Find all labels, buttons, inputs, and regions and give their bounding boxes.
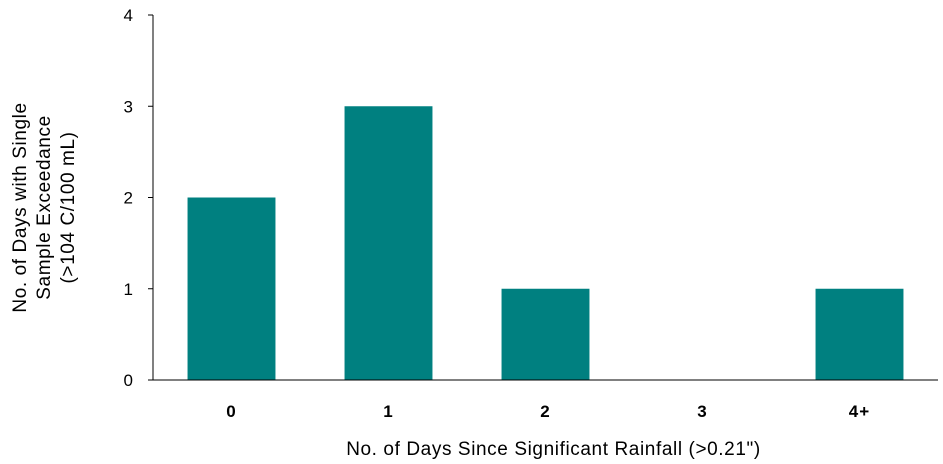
bar-0 — [187, 197, 276, 380]
y-tick-label: 1 — [124, 280, 133, 299]
x-tick-label: 4+ — [849, 402, 870, 421]
y-axis-title: No. of Days with Single Sample Exceedance… — [10, 102, 79, 312]
y-tick-label: 3 — [124, 97, 133, 116]
bar-1 — [344, 106, 433, 380]
x-axis-tick-labels: 0 1 2 3 4+ — [226, 402, 870, 421]
y-axis-title-line: (>104 C/100 mL) — [58, 131, 79, 283]
bars-group — [187, 106, 904, 380]
x-axis-title: No. of Days Since Significant Rainfall (… — [346, 439, 761, 460]
y-tick-label: 0 — [124, 371, 133, 390]
x-tick-label: 3 — [697, 402, 707, 421]
bar-4+ — [815, 288, 904, 380]
y-axis-title-line: Sample Exceedance — [34, 115, 55, 299]
x-tick-label: 0 — [226, 402, 236, 421]
y-tick-label: 4 — [124, 6, 133, 25]
bar-2 — [501, 288, 590, 380]
y-axis-ticks: 0 1 2 3 4 — [124, 6, 153, 390]
y-axis-title-line: No. of Days with Single — [10, 102, 31, 312]
y-tick-label: 2 — [124, 189, 133, 208]
x-tick-label: 1 — [383, 402, 393, 421]
x-tick-label: 2 — [540, 402, 550, 421]
